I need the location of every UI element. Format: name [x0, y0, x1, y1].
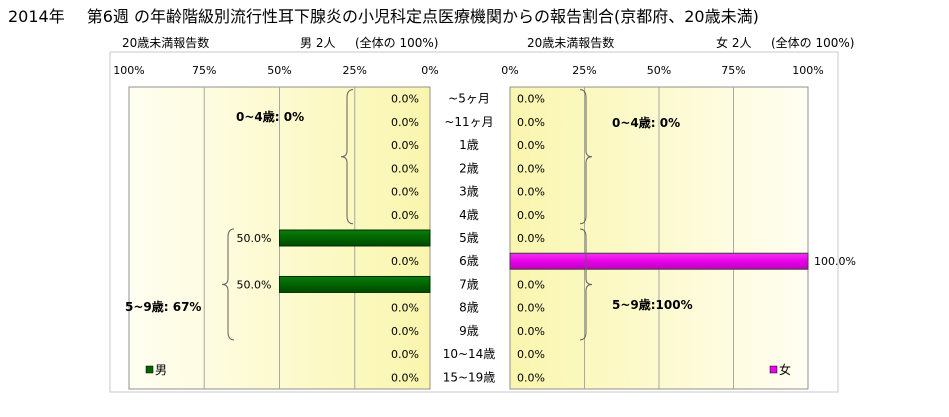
category-label: 9歳 — [459, 324, 479, 338]
male-x-tick-label: 100% — [113, 64, 144, 77]
female-value-label: 0.0% — [517, 371, 545, 384]
female-value-label: 0.0% — [517, 278, 545, 291]
female-legend-swatch — [769, 365, 778, 374]
male-value-label: 0.0% — [391, 93, 419, 106]
male-report-label: 20歳未満報告数 — [122, 36, 210, 50]
male-value-label: 0.0% — [391, 325, 419, 338]
title-text: 第6週 の年齢階級別流行性耳下腺炎の小児科定点医療機関からの報告割合(京都府、2… — [86, 7, 759, 26]
category-label: 10~14歳 — [443, 347, 496, 361]
category-label: 15~19歳 — [443, 370, 496, 384]
title-year: 2014年 — [8, 7, 65, 26]
male-bar — [279, 229, 431, 247]
category-label: 6歳 — [459, 254, 479, 268]
male-value-label: 0.0% — [391, 371, 419, 384]
category-label: 7歳 — [459, 277, 479, 291]
male-x-tick-label: 50% — [267, 64, 291, 77]
category-label: 2歳 — [459, 161, 479, 175]
female-report-label: 20歳未満報告数 — [527, 36, 615, 50]
male-x-tick-label: 25% — [343, 64, 367, 77]
male-legend-label: 男 — [155, 363, 167, 377]
female-value-label: 0.0% — [517, 116, 545, 129]
female-total: (全体の 100%) — [771, 36, 855, 50]
male-value-label: 0.0% — [391, 116, 419, 129]
female-value-label: 0.0% — [517, 302, 545, 315]
female-value-label: 0.0% — [517, 209, 545, 222]
female-x-tick-label: 75% — [721, 64, 745, 77]
category-label: 5歳 — [459, 231, 479, 245]
female-value-label: 0.0% — [517, 348, 545, 361]
female-value-label: 0.0% — [517, 325, 545, 338]
category-label: 4歳 — [459, 208, 479, 222]
male-value-label: 0.0% — [391, 209, 419, 222]
male-value-label: 0.0% — [391, 302, 419, 315]
female-x-tick-label: 100% — [792, 64, 823, 77]
chart-frame — [109, 51, 839, 393]
female-bar — [509, 252, 809, 270]
male-age-group-brace — [340, 89, 354, 225]
category-label: 3歳 — [459, 185, 479, 199]
male-value-label: 0.0% — [391, 162, 419, 175]
male-count: 男 2人 — [300, 36, 336, 50]
female-age-group-label: 5~9歳:100% — [612, 297, 693, 312]
male-x-tick-label: 0% — [421, 64, 438, 77]
female-x-tick-label: 50% — [647, 64, 671, 77]
male-value-label: 0.0% — [391, 348, 419, 361]
female-value-label: 0.0% — [517, 93, 545, 106]
category-label: 8歳 — [459, 301, 479, 315]
female-x-tick-label: 25% — [572, 64, 596, 77]
female-value-label: 0.0% — [517, 232, 545, 245]
male-age-group-brace — [221, 228, 235, 341]
female-age-group-label: 0~4歳: 0% — [612, 115, 680, 130]
male-age-group-label: 5~9歳: 67% — [125, 299, 201, 314]
female-value-label: 0.0% — [517, 162, 545, 175]
male-bar — [279, 275, 431, 293]
category-label: ~11ヶ月 — [444, 115, 493, 129]
female-age-group-brace — [579, 228, 593, 341]
male-value-label: 50.0% — [237, 232, 272, 245]
female-value-label: 100.0% — [814, 255, 856, 268]
female-count: 女 2人 — [716, 36, 752, 50]
male-value-label: 0.0% — [391, 139, 419, 152]
female-x-tick-label: 0% — [501, 64, 518, 77]
male-x-tick-label: 75% — [192, 64, 216, 77]
category-label: 1歳 — [459, 138, 479, 152]
male-value-label: 0.0% — [391, 186, 419, 199]
female-legend-label: 女 — [779, 362, 791, 377]
category-label: ~5ヶ月 — [448, 92, 490, 106]
female-value-label: 0.0% — [517, 139, 545, 152]
male-value-label: 50.0% — [237, 278, 272, 291]
female-value-label: 0.0% — [517, 186, 545, 199]
male-total: (全体の 100%) — [355, 36, 439, 50]
male-value-label: 0.0% — [391, 255, 419, 268]
chart-title: 2014年 第6週 の年齢階級別流行性耳下腺炎の小児科定点医療機関からの報告割合(… — [8, 3, 759, 27]
male-legend-swatch — [145, 365, 154, 374]
female-age-group-brace — [579, 89, 593, 225]
male-age-group-label: 0~4歳: 0% — [236, 109, 304, 124]
